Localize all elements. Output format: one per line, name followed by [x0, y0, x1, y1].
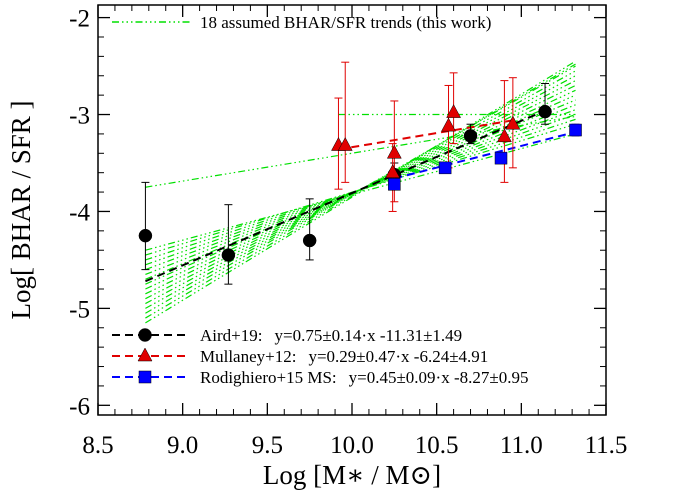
trend-line: [145, 75, 576, 305]
marker: [221, 248, 236, 262]
marker: [446, 104, 462, 118]
trend-line: [145, 63, 576, 319]
marker: [538, 104, 552, 119]
legend-fit-label: y=0.45±0.09·x -8.27±0.95: [349, 368, 529, 387]
marker: [505, 115, 521, 130]
trend-line: [145, 115, 576, 188]
marker: [138, 228, 153, 243]
legend-label: 18 assumed BHAR/SFR trends (this work): [200, 13, 491, 32]
x-tick-label: 9.5: [252, 432, 283, 459]
y-tick-label: -5: [69, 296, 90, 323]
legend-series-name: Mullaney+12:: [200, 347, 296, 366]
marker: [388, 178, 401, 191]
legend-marker: [138, 328, 152, 342]
legend-fit-label: y=0.29±0.47·x -6.24±4.91: [308, 347, 488, 366]
fit-line: [145, 109, 546, 283]
y-axis-title: Log[ BHAR / SFR ]: [6, 100, 36, 319]
x-tick-label: 8.5: [82, 432, 113, 459]
x-tick-label: 9.0: [167, 432, 198, 459]
marker: [496, 128, 512, 143]
x-tick-label: 11.0: [500, 432, 543, 459]
marker: [438, 161, 452, 175]
legend-marker: [138, 370, 152, 384]
x-tick-label: 11.5: [585, 432, 628, 459]
marker: [386, 144, 402, 159]
marker: [441, 117, 456, 132]
trend-line: [145, 70, 576, 309]
trend-line: [145, 94, 576, 285]
trend-line: [145, 133, 576, 251]
marker: [569, 123, 582, 137]
trend-line: [145, 60, 576, 324]
legend-marker: [137, 347, 153, 362]
legend-series-name: Aird+19:: [200, 326, 262, 345]
legend-series-name: Rodighiero+15 MS:: [200, 368, 337, 387]
marker: [302, 233, 317, 248]
trend-line: [145, 123, 576, 256]
legend-fit-label: y=0.75±0.14·x -11.31±1.49: [274, 326, 462, 345]
marker: [494, 151, 508, 165]
legend-label: Mullaney+12: y=0.29±0.47·x -6.24±4.91: [200, 347, 488, 366]
legend-label: Rodighiero+15 MS: y=0.45±0.09·x -8.27±0.9…: [200, 368, 528, 387]
marker: [385, 164, 401, 178]
fit-line: [338, 119, 514, 151]
x-tick-label: 10.0: [330, 432, 374, 459]
fit-line: [394, 131, 576, 180]
legend-label: Aird+19: y=0.75±0.14·x -11.31±1.49: [200, 326, 462, 345]
marker: [337, 137, 353, 151]
y-tick-label: -4: [69, 199, 90, 226]
x-tick-label: 10.5: [415, 432, 459, 459]
marker: [463, 129, 478, 143]
y-tick-label: -2: [69, 6, 90, 33]
y-tick-label: -6: [69, 393, 90, 420]
y-tick-label: -3: [69, 103, 90, 130]
x-axis-title: Log [M∗ / M⊙]: [263, 460, 441, 490]
